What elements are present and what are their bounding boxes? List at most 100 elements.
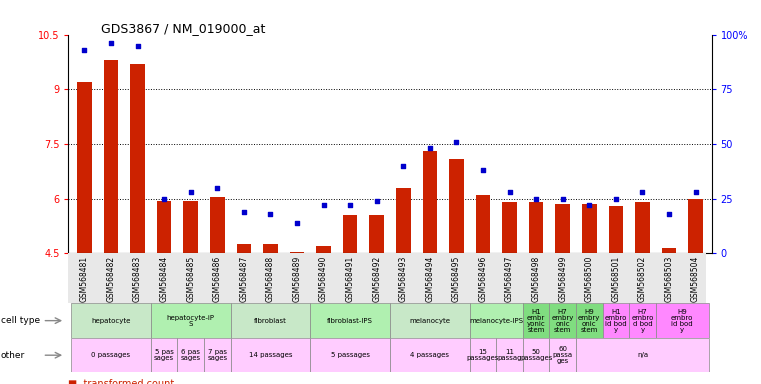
Bar — [310, 338, 390, 372]
Point — [636, 189, 648, 195]
Bar — [130, 64, 145, 253]
Text: GSM568504: GSM568504 — [691, 256, 700, 302]
Text: GSM568494: GSM568494 — [425, 256, 435, 302]
Bar — [470, 338, 496, 372]
Point — [212, 185, 224, 191]
Bar — [629, 303, 656, 338]
Text: GSM568492: GSM568492 — [372, 256, 381, 302]
Bar — [390, 338, 470, 372]
Text: H1
embr
yonic
stem: H1 embr yonic stem — [527, 309, 546, 333]
Bar — [157, 200, 171, 253]
Text: 50
passages: 50 passages — [520, 349, 552, 361]
Text: GSM568503: GSM568503 — [664, 256, 673, 302]
Text: GSM568486: GSM568486 — [213, 256, 221, 302]
Text: 7 pas
sages: 7 pas sages — [207, 349, 228, 361]
Bar — [656, 303, 709, 338]
Bar — [151, 303, 231, 338]
Point — [689, 189, 702, 195]
Bar — [576, 338, 709, 372]
Point — [344, 202, 356, 209]
Bar — [390, 303, 470, 338]
Text: H9
embry
onic
stem: H9 embry onic stem — [578, 309, 600, 333]
Point — [132, 43, 144, 49]
Point — [158, 196, 170, 202]
Text: GSM568484: GSM568484 — [160, 256, 169, 302]
Point — [663, 211, 675, 217]
Bar — [396, 188, 411, 253]
Bar — [496, 338, 523, 372]
Bar — [556, 204, 570, 253]
Text: 4 passages: 4 passages — [410, 352, 450, 358]
Bar — [183, 200, 198, 253]
Text: H7
embro
d bod
y: H7 embro d bod y — [632, 309, 654, 333]
Point — [291, 220, 303, 226]
Bar — [343, 215, 358, 253]
Point — [556, 196, 568, 202]
Bar — [177, 338, 204, 372]
Bar — [476, 195, 490, 253]
Text: hepatocyte-iP
S: hepatocyte-iP S — [167, 314, 215, 327]
Text: GSM568499: GSM568499 — [559, 256, 567, 302]
Text: GSM568495: GSM568495 — [452, 256, 461, 302]
Text: hepatocyte: hepatocyte — [91, 318, 131, 324]
Point — [317, 202, 330, 209]
Text: GSM568500: GSM568500 — [584, 256, 594, 302]
Bar — [317, 246, 331, 253]
Text: GSM568501: GSM568501 — [611, 256, 620, 302]
Text: 11
passag: 11 passag — [498, 349, 522, 361]
Bar — [71, 303, 151, 338]
Bar — [310, 303, 390, 338]
Bar — [151, 338, 177, 372]
Point — [451, 139, 463, 145]
Bar — [529, 202, 543, 253]
Text: H1
embro
id bod
y: H1 embro id bod y — [605, 309, 627, 333]
Point — [424, 145, 436, 151]
Bar — [77, 82, 92, 253]
Text: cell type: cell type — [1, 316, 40, 325]
Bar — [290, 252, 304, 253]
Bar — [369, 215, 384, 253]
Bar — [263, 244, 278, 253]
Bar — [237, 244, 251, 253]
Text: GSM568489: GSM568489 — [292, 256, 301, 302]
Text: GSM568491: GSM568491 — [345, 256, 355, 302]
Bar — [502, 202, 517, 253]
Bar — [662, 248, 677, 253]
Point — [264, 211, 276, 217]
Point — [583, 202, 595, 209]
Text: GSM568502: GSM568502 — [638, 256, 647, 302]
Point — [397, 163, 409, 169]
Text: GSM568488: GSM568488 — [266, 256, 275, 302]
Text: fibroblast: fibroblast — [254, 318, 287, 324]
Text: GSM568498: GSM568498 — [532, 256, 540, 302]
Text: melanocyte-IPS: melanocyte-IPS — [470, 318, 524, 324]
Point — [504, 189, 516, 195]
Text: GSM568487: GSM568487 — [240, 256, 248, 302]
Text: GSM568481: GSM568481 — [80, 256, 89, 302]
Bar — [523, 303, 549, 338]
Bar — [210, 197, 224, 253]
Bar — [204, 338, 231, 372]
Point — [78, 47, 91, 53]
Text: n/a: n/a — [637, 352, 648, 358]
Text: GSM568493: GSM568493 — [399, 256, 408, 302]
Bar — [523, 338, 549, 372]
Bar — [582, 204, 597, 253]
Text: GSM568483: GSM568483 — [133, 256, 142, 302]
Point — [530, 196, 543, 202]
Text: 14 passages: 14 passages — [249, 352, 292, 358]
Bar — [231, 338, 310, 372]
Point — [185, 189, 197, 195]
Text: GSM568496: GSM568496 — [479, 256, 488, 302]
Point — [477, 167, 489, 173]
Text: GDS3867 / NM_019000_at: GDS3867 / NM_019000_at — [100, 22, 265, 35]
Text: 5 passages: 5 passages — [330, 352, 370, 358]
Bar — [603, 303, 629, 338]
Text: 5 pas
sages: 5 pas sages — [154, 349, 174, 361]
Bar — [576, 303, 603, 338]
Point — [610, 196, 622, 202]
Bar — [635, 202, 650, 253]
Text: 0 passages: 0 passages — [91, 352, 131, 358]
Bar — [449, 159, 463, 253]
Text: GSM568485: GSM568485 — [186, 256, 196, 302]
